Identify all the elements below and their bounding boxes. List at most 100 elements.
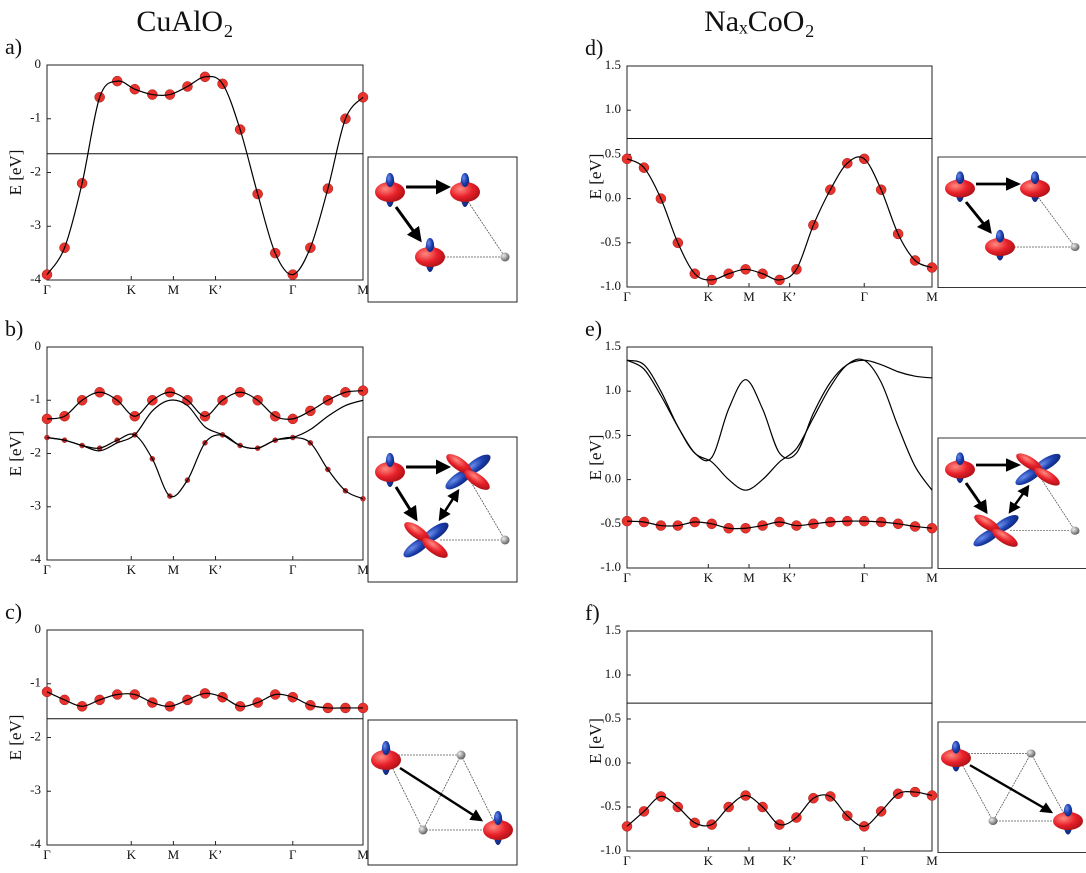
x-tick-label: Γ <box>289 282 297 297</box>
y-tick-label: 0.0 <box>605 471 621 486</box>
x-tick-label: M <box>926 570 938 585</box>
x-tick-label: Γ <box>860 289 868 304</box>
y-tick-label: -2 <box>30 444 41 459</box>
x-tick-label: M <box>168 282 180 297</box>
y-tick-label: -1 <box>30 675 41 690</box>
band-line <box>626 791 933 827</box>
y-tick-label: -1.0 <box>600 559 621 574</box>
band-line <box>46 399 364 452</box>
plot-frame <box>46 629 364 846</box>
column-title: CuAlO₂ <box>136 5 233 38</box>
x-tick-label: K’ <box>783 853 797 868</box>
plot-frame <box>626 346 933 569</box>
x-tick-label: K’ <box>783 570 797 585</box>
y-tick-label: -3 <box>30 498 41 513</box>
x-tick-label: M <box>743 570 755 585</box>
x-tick-label: Γ <box>623 853 631 868</box>
panel-label: f) <box>585 600 600 625</box>
x-tick-label: M <box>743 289 755 304</box>
y-tick-label: 0 <box>35 621 42 636</box>
y-tick-label: 0 <box>35 56 42 71</box>
x-tick-label: M <box>357 562 369 577</box>
hopping-diagram <box>368 157 517 302</box>
band-line <box>46 433 364 500</box>
panel-label: d) <box>585 35 603 60</box>
band-line <box>46 390 364 420</box>
y-tick-label: -0.5 <box>600 234 621 249</box>
y-tick-label: -3 <box>30 782 41 797</box>
y-axis-label: E [eV] <box>6 715 25 761</box>
x-tick-label: Γ <box>289 847 297 862</box>
band-line <box>626 359 933 462</box>
x-tick-label: K’ <box>209 562 223 577</box>
y-tick-label: -4 <box>30 551 41 566</box>
x-tick-label: K <box>127 847 137 862</box>
x-tick-label: Γ <box>623 570 631 585</box>
plot-frame <box>626 65 933 288</box>
y-tick-label: 1.0 <box>605 101 621 116</box>
x-tick-label: K’ <box>783 289 797 304</box>
y-axis-label: E [eV] <box>586 435 605 481</box>
x-tick-label: Γ <box>860 853 868 868</box>
y-tick-label: -0.5 <box>600 515 621 530</box>
band-line <box>626 156 933 281</box>
y-tick-label: 0.0 <box>605 190 621 205</box>
plot-frame <box>46 64 364 281</box>
y-tick-label: 0.5 <box>605 710 621 725</box>
x-tick-label: K <box>127 282 137 297</box>
y-tick-label: -2 <box>30 728 41 743</box>
panel-label: a) <box>5 34 22 59</box>
x-tick-label: Γ <box>43 282 51 297</box>
panel-label: e) <box>585 316 602 341</box>
plot-frame <box>626 630 933 852</box>
panel-label: b) <box>5 316 23 341</box>
y-tick-label: 0.5 <box>605 145 621 160</box>
y-axis-label: E [eV] <box>586 154 605 200</box>
y-tick-label: -2 <box>30 163 41 178</box>
x-tick-label: M <box>926 853 938 868</box>
hopping-diagram <box>368 437 517 582</box>
x-tick-label: Γ <box>623 289 631 304</box>
x-tick-label: Γ <box>289 562 297 577</box>
y-tick-label: -1.0 <box>600 842 621 857</box>
y-tick-label: -4 <box>30 836 41 851</box>
band-line <box>46 75 364 276</box>
y-tick-label: -1 <box>30 110 41 125</box>
hopping-diagram <box>368 720 517 865</box>
y-tick-label: 1.0 <box>605 382 621 397</box>
x-tick-label: M <box>743 853 755 868</box>
y-tick-label: 1.0 <box>605 666 621 681</box>
x-tick-label: M <box>168 847 180 862</box>
x-tick-label: K’ <box>209 847 223 862</box>
band-line <box>626 520 933 530</box>
x-tick-label: M <box>357 282 369 297</box>
band-line <box>626 358 933 491</box>
hopping-diagram <box>938 438 1086 569</box>
y-axis-label: E [eV] <box>586 718 605 764</box>
y-tick-label: 0.5 <box>605 426 621 441</box>
x-tick-label: K’ <box>209 282 223 297</box>
x-tick-label: M <box>357 847 369 862</box>
x-tick-label: Γ <box>43 847 51 862</box>
x-tick-label: K <box>704 289 714 304</box>
y-axis-label: E [eV] <box>6 431 25 477</box>
y-tick-label: 1.5 <box>605 57 621 72</box>
hopping-diagram <box>938 722 1086 853</box>
y-tick-label: -0.5 <box>600 798 621 813</box>
y-tick-label: 1.5 <box>605 338 621 353</box>
x-tick-label: Γ <box>860 570 868 585</box>
hopping-diagram <box>938 157 1086 288</box>
y-tick-label: -4 <box>30 271 41 286</box>
x-tick-label: M <box>168 562 180 577</box>
y-tick-label: 1.5 <box>605 622 621 637</box>
x-tick-label: M <box>926 289 938 304</box>
column-title: NaₓCoO₂ <box>704 5 815 38</box>
band-line <box>46 691 363 709</box>
x-tick-label: K <box>704 570 714 585</box>
x-tick-label: Γ <box>43 562 51 577</box>
y-axis-label: E [eV] <box>6 150 25 196</box>
y-tick-label: -1 <box>30 391 41 406</box>
x-tick-label: K <box>704 853 714 868</box>
x-tick-label: K <box>127 562 137 577</box>
